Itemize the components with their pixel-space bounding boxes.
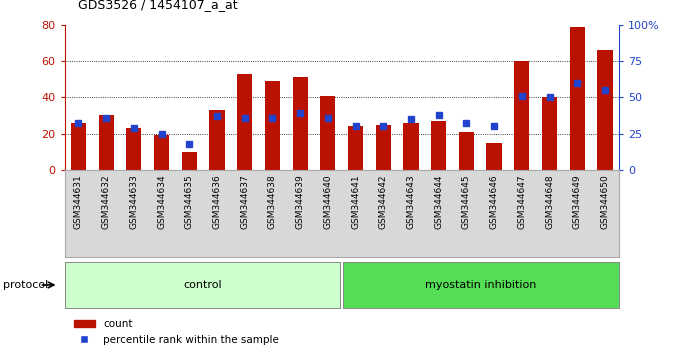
Bar xyxy=(182,152,197,170)
Text: GSM344631: GSM344631 xyxy=(74,174,83,229)
Bar xyxy=(126,128,141,170)
Bar xyxy=(99,115,114,170)
Legend: count, percentile rank within the sample: count, percentile rank within the sample xyxy=(70,315,283,349)
Bar xyxy=(597,50,613,170)
Text: GSM344633: GSM344633 xyxy=(129,174,138,229)
Text: GSM344643: GSM344643 xyxy=(407,174,415,229)
Text: GSM344647: GSM344647 xyxy=(517,174,526,229)
Text: GSM344642: GSM344642 xyxy=(379,174,388,229)
Text: GSM344640: GSM344640 xyxy=(324,174,333,229)
Text: GSM344635: GSM344635 xyxy=(185,174,194,229)
Bar xyxy=(71,123,86,170)
Text: GSM344636: GSM344636 xyxy=(213,174,222,229)
Bar xyxy=(542,97,557,170)
Text: GSM344634: GSM344634 xyxy=(157,174,166,229)
Bar xyxy=(237,74,252,170)
Bar xyxy=(514,61,530,170)
Text: GSM344632: GSM344632 xyxy=(102,174,111,229)
Text: protocol: protocol xyxy=(3,280,49,290)
Text: GSM344641: GSM344641 xyxy=(351,174,360,229)
Bar xyxy=(431,121,446,170)
Text: GSM344650: GSM344650 xyxy=(600,174,609,229)
Text: GDS3526 / 1454107_a_at: GDS3526 / 1454107_a_at xyxy=(78,0,238,11)
Text: GSM344637: GSM344637 xyxy=(240,174,249,229)
Bar xyxy=(486,143,502,170)
Bar xyxy=(348,126,363,170)
Text: GSM344644: GSM344644 xyxy=(435,174,443,229)
Text: control: control xyxy=(183,280,222,290)
Bar xyxy=(375,125,391,170)
Bar xyxy=(459,132,474,170)
Bar xyxy=(265,81,280,170)
Text: GSM344649: GSM344649 xyxy=(573,174,581,229)
Bar xyxy=(320,96,335,170)
Text: GSM344638: GSM344638 xyxy=(268,174,277,229)
Bar xyxy=(154,136,169,170)
Bar xyxy=(292,78,308,170)
Text: GSM344639: GSM344639 xyxy=(296,174,305,229)
Text: myostatin inhibition: myostatin inhibition xyxy=(425,280,537,290)
Text: GSM344646: GSM344646 xyxy=(490,174,498,229)
Text: GSM344645: GSM344645 xyxy=(462,174,471,229)
Bar xyxy=(570,27,585,170)
Bar xyxy=(209,110,224,170)
Text: GSM344648: GSM344648 xyxy=(545,174,554,229)
Bar xyxy=(403,123,419,170)
